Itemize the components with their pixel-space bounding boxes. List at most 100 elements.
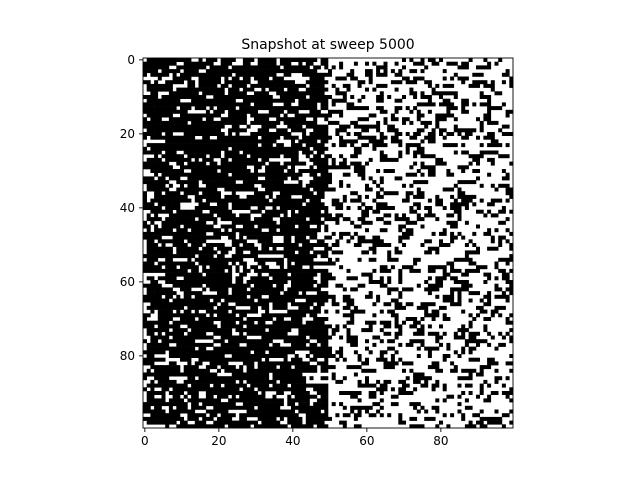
heatmap-cell [427,172,436,177]
heatmap-cell [331,109,340,114]
heatmap-cell [231,228,251,233]
heatmap-cell [353,76,358,81]
heatmap-cell [387,309,395,314]
heatmap-cell [468,339,488,344]
heatmap-cell [501,169,506,173]
heatmap-cell [487,109,492,114]
heatmap-cell [257,272,262,277]
heatmap-cell [268,268,288,273]
heatmap-cell [446,394,451,399]
heatmap-cell [320,350,329,355]
heatmap-cell [209,217,218,222]
heatmap-cell [250,317,273,321]
heatmap-cell [316,398,325,403]
heatmap-cell [191,413,203,418]
heatmap-cell [368,80,373,85]
heatmap-cell [143,361,147,366]
heatmap-cell [490,309,495,314]
heatmap-cell [228,268,233,273]
heatmap-cell [180,357,188,362]
heatmap-cell [220,120,225,125]
heatmap-cell [154,280,159,284]
heatmap-cell [361,272,373,277]
heatmap-cell [239,217,244,222]
heatmap-cell [291,309,307,314]
heatmap-cell [242,246,255,251]
heatmap-cell [194,398,207,403]
heatmap-cell [261,372,270,377]
heatmap-cell [276,120,281,125]
heatmap-cell [309,280,318,284]
heatmap-cell [416,346,421,351]
heatmap-cell [191,268,196,273]
heatmap-cell [324,357,329,362]
heatmap-cell [283,209,288,214]
heatmap-cell [331,165,336,170]
heatmap-cell [198,261,229,266]
heatmap-cell [357,83,362,88]
heatmap-cell [361,213,366,218]
heatmap-cell [143,132,147,136]
heatmap-cell [187,376,192,381]
heatmap-cell [231,176,236,181]
heatmap-cell [461,128,469,133]
heatmap-cell [376,69,381,74]
heatmap-cell [242,113,247,118]
heatmap-cell [209,335,214,340]
heatmap-cell [180,228,184,233]
heatmap-cell [220,246,229,251]
heatmap-cell [261,339,270,344]
heatmap-cell [383,157,388,162]
heatmap-cell [509,80,514,85]
heatmap-cell [365,87,369,92]
heatmap-cell [191,209,203,214]
heatmap-cell [346,320,351,325]
heatmap-cell [379,383,388,388]
heatmap-cell [224,309,229,314]
heatmap-cell [501,291,506,296]
heatmap-cell [154,376,159,381]
heatmap-cell [291,91,307,96]
heatmap-cell [165,102,170,107]
heatmap-cell [250,157,258,162]
heatmap-cell [250,287,258,292]
heatmap-cell [250,276,270,281]
heatmap-cell [487,331,492,336]
heatmap-cell [213,58,218,62]
heatmap-cell [383,365,395,370]
heatmap-cell [217,106,221,111]
heatmap-cell [468,313,473,318]
heatmap-cell [257,150,277,155]
heatmap-cell [483,80,488,85]
heatmap-cell [276,302,288,307]
heatmap-cell [235,132,240,136]
heatmap-cell [313,102,318,107]
heatmap-cell [353,305,358,310]
heatmap-cell [224,331,233,336]
heatmap-cell [468,331,477,336]
heatmap-cell [320,106,329,111]
heatmap-cell [242,213,247,218]
heatmap-cell [202,387,207,392]
heatmap-cell [353,146,362,151]
heatmap-cell [217,91,225,96]
heatmap-cell [157,150,162,155]
heatmap-cell [501,413,510,418]
heatmap-cell [457,217,462,222]
heatmap-cell [143,72,147,77]
heatmap-cell [483,317,488,321]
heatmap-cell [361,383,377,388]
heatmap-cell [180,402,188,407]
heatmap-cell [442,187,455,192]
heatmap-cell [313,161,325,166]
heatmap-cell [205,302,218,307]
heatmap-cell [453,224,458,229]
heatmap-cell [476,154,480,159]
heatmap-cell [335,213,344,218]
heatmap-cell [205,69,225,74]
heatmap-cell [224,80,229,85]
heatmap-cell [254,257,258,262]
heatmap-cell [450,394,455,399]
heatmap-cell [254,350,266,355]
heatmap-cell [146,402,166,407]
